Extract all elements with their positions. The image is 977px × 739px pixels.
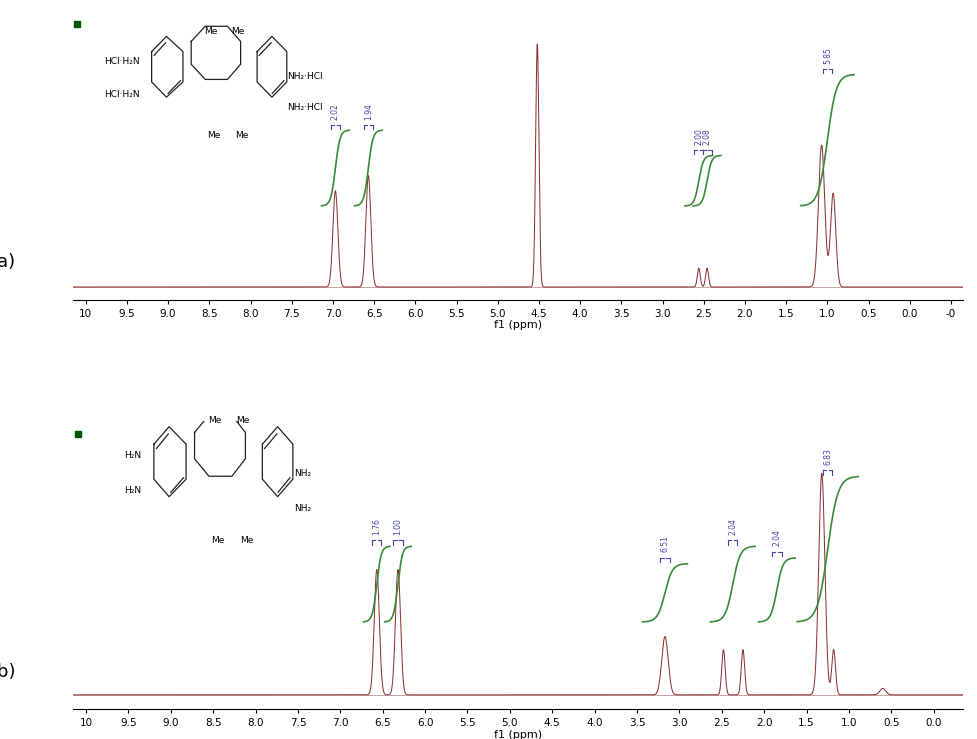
Text: HCl·H₂N: HCl·H₂N [104,90,139,99]
Text: Me: Me [204,27,218,35]
Text: NH₂·HCl: NH₂·HCl [287,103,323,112]
Text: 2.00: 2.00 [694,129,702,146]
Text: Me: Me [235,131,249,140]
Text: Me: Me [206,131,220,140]
Text: NH₂: NH₂ [293,504,311,513]
Text: NH₂: NH₂ [293,469,311,478]
X-axis label: f1 (ppm): f1 (ppm) [493,320,542,330]
Text: 2.08: 2.08 [701,129,711,146]
Text: Me: Me [208,416,222,426]
Text: 1.76: 1.76 [372,518,381,534]
Text: (b): (b) [0,663,16,681]
Text: HCl·H₂N: HCl·H₂N [104,57,139,67]
Text: Me: Me [235,416,249,426]
X-axis label: f1 (ppm): f1 (ppm) [493,730,542,739]
Text: 1.00: 1.00 [393,518,403,534]
Text: 2.02: 2.02 [330,103,340,120]
Text: Me: Me [232,27,244,35]
Text: 1.94: 1.94 [363,103,372,120]
Text: H₂N: H₂N [124,452,141,460]
Text: 5.85: 5.85 [822,47,831,64]
Text: H₂N: H₂N [124,486,141,495]
Text: NH₂·HCl: NH₂·HCl [287,72,323,81]
Text: 6.83: 6.83 [823,448,831,465]
Text: Me: Me [210,536,224,545]
Text: (a): (a) [0,253,16,270]
Text: 6.51: 6.51 [659,535,669,552]
Text: 2.04: 2.04 [728,518,737,534]
Text: Me: Me [240,536,254,545]
Text: 2.04: 2.04 [772,529,781,546]
